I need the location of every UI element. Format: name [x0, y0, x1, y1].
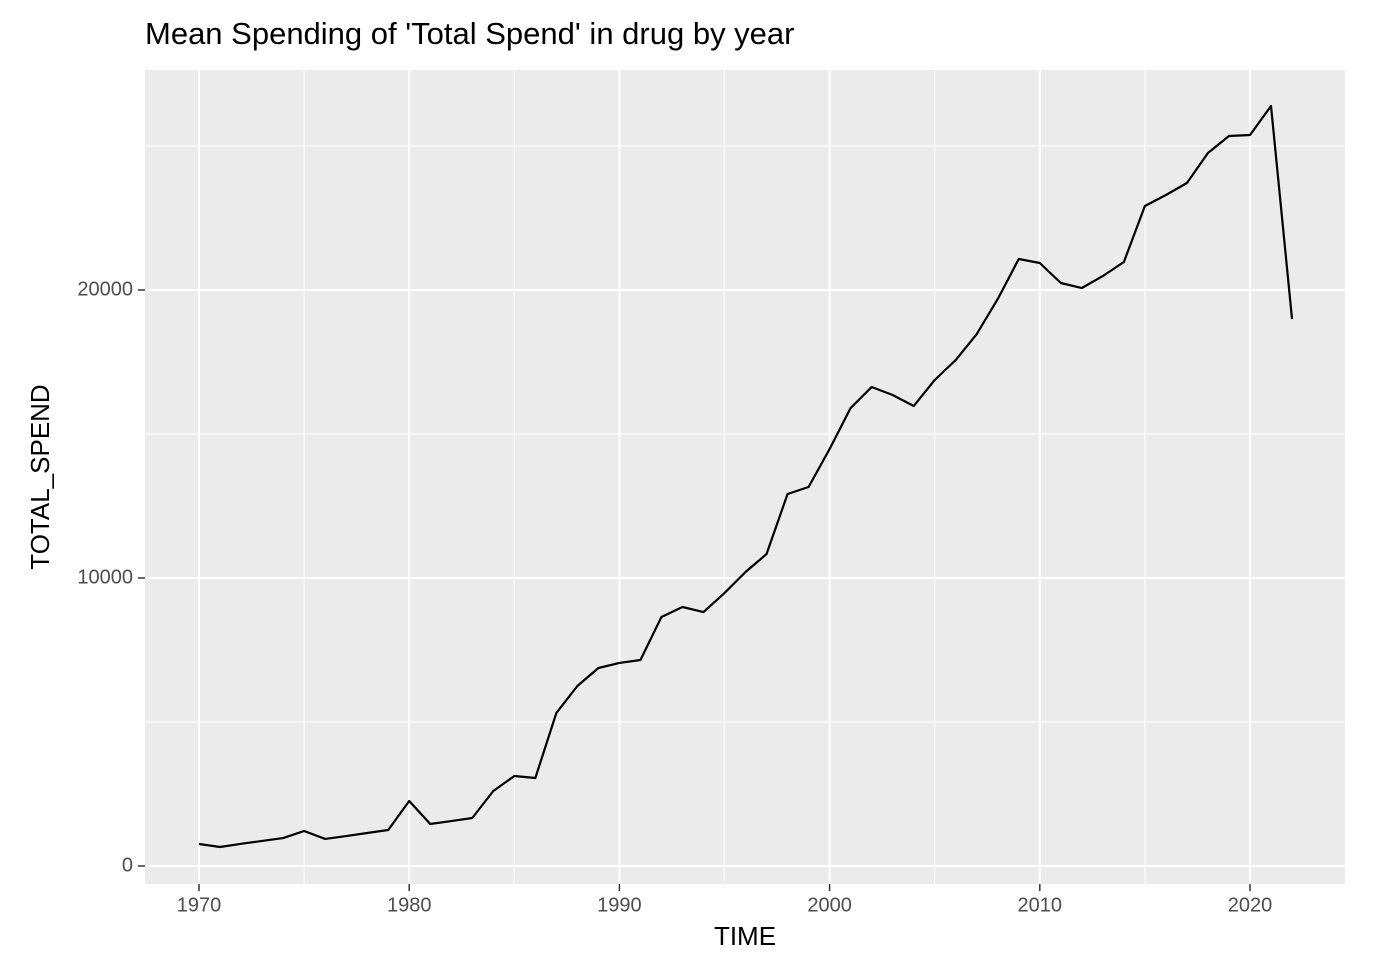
x-tick-label: 2000: [807, 894, 852, 916]
y-tick-label: 20000: [77, 278, 133, 300]
y-tick-label: 10000: [77, 566, 133, 588]
chart-title: Mean Spending of 'Total Spend' in drug b…: [145, 16, 795, 51]
y-tick-label: 0: [122, 854, 133, 876]
x-axis-title: TIME: [714, 921, 776, 951]
x-tick-label: 1980: [387, 894, 432, 916]
y-axis-title: TOTAL_SPEND: [25, 384, 55, 569]
x-tick-label: 1990: [597, 894, 642, 916]
x-tick-label: 1970: [177, 894, 222, 916]
line: [198, 104, 1294, 849]
x-tick-label: 2020: [1228, 894, 1273, 916]
x-tick-label: 2010: [1018, 894, 1063, 916]
panel: [145, 70, 1345, 884]
